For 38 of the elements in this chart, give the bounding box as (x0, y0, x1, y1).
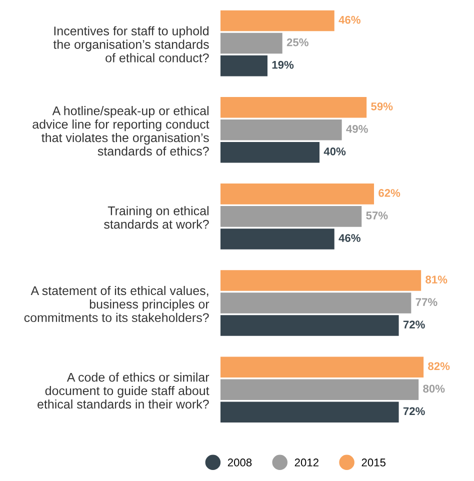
data-label: 59% (371, 102, 393, 110)
bar (220, 184, 374, 204)
bar (220, 119, 342, 140)
bar (220, 270, 422, 291)
bar (220, 228, 334, 250)
legend-label: 2015 (362, 458, 386, 466)
data-label: 57% (366, 212, 388, 220)
legend-label: 2008 (228, 458, 252, 466)
data-label: 40% (324, 147, 346, 156)
bar (220, 142, 320, 163)
bar (220, 206, 362, 227)
data-label: 46% (338, 234, 360, 242)
data-label: 49% (346, 124, 368, 133)
bar (220, 10, 334, 32)
data-label: 46% (338, 16, 360, 24)
bar (220, 96, 367, 118)
y-tick-label: A hotline/speak-up or ethical advice line for reporting conduct that violates the organisation’s standards of ethics? (32, 106, 210, 156)
bar (220, 402, 399, 423)
data-label: 81% (426, 276, 448, 284)
y-tick-label: Incentives for staff to uphold the organisation’s standards of ethical conduct? (53, 26, 209, 62)
data-label: 19% (272, 60, 294, 69)
data-label: 80% (423, 384, 445, 393)
data-label: 72% (403, 320, 425, 328)
y-tick-label: Training on ethical standards at work? (104, 206, 209, 229)
data-label: 82% (428, 362, 450, 370)
bar (220, 55, 268, 76)
data-label: 25% (286, 38, 308, 46)
bar (220, 315, 399, 336)
y-tick-label: A statement of its ethical values, business principles or commitments to its stakeholders? (24, 286, 210, 322)
data-label: 77% (416, 298, 438, 306)
y-tick-label: A code of ethics or similar document to guide staff about ethical standards in their work? (38, 372, 210, 409)
legend-label: 2012 (294, 458, 318, 466)
data-label: 62% (378, 189, 400, 197)
bar (220, 379, 419, 400)
data-label: 72% (403, 407, 425, 416)
bar (220, 356, 424, 378)
bar (220, 292, 412, 314)
bar (220, 32, 282, 54)
